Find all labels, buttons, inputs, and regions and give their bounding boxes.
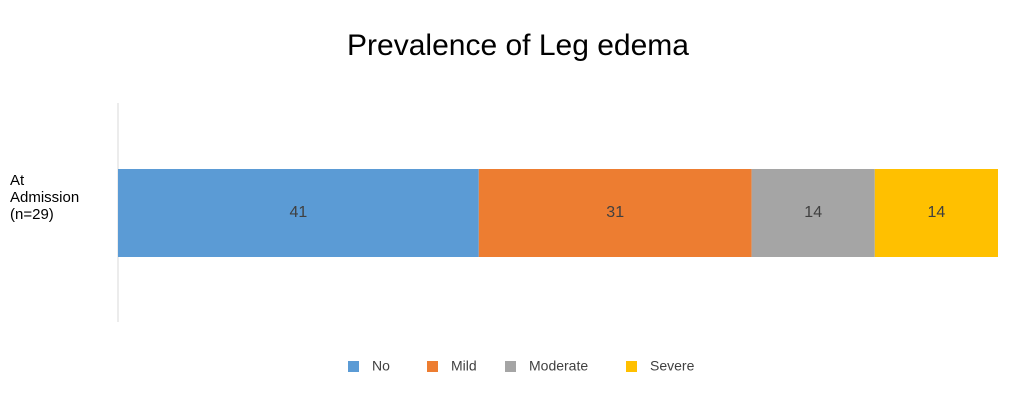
bar-segment: [478, 169, 752, 257]
legend-swatch: [348, 361, 359, 372]
data-label: 41: [290, 204, 308, 221]
data-label: 31: [606, 204, 624, 221]
bar-segment: [118, 169, 479, 257]
data-label: 14: [928, 204, 946, 221]
data-label: 14: [804, 204, 822, 221]
bar-segment: [751, 169, 875, 257]
bar-segment: [874, 169, 998, 257]
legend-label: Severe: [650, 358, 695, 374]
legend-swatch: [626, 361, 637, 372]
legend-label: Moderate: [529, 358, 588, 374]
legend-swatch: [505, 361, 516, 372]
category-label: At Admission (n=29): [10, 172, 80, 223]
chart-title: Prevalence of Leg edema: [347, 29, 689, 62]
legend-label: Mild: [451, 358, 477, 374]
legend-label: No: [372, 358, 390, 374]
legend-swatch: [427, 361, 438, 372]
